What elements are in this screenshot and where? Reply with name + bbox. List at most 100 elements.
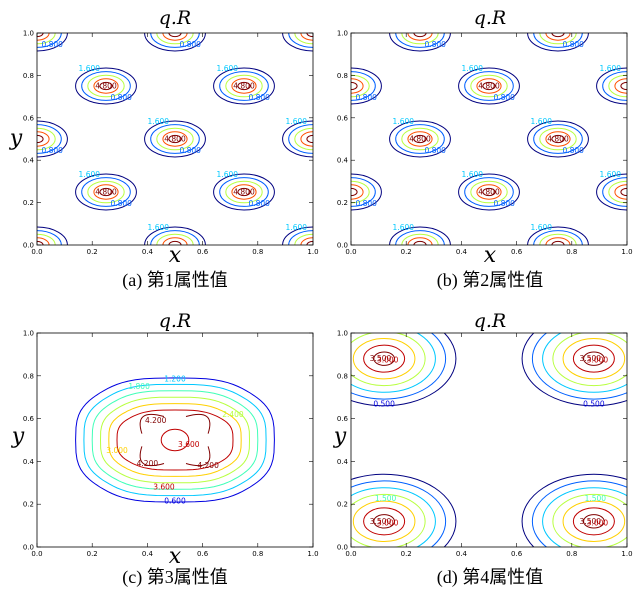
- contour-line: [470, 74, 508, 98]
- contour-line: [620, 187, 627, 197]
- contour-line: [351, 333, 447, 400]
- contour-label: 0.800: [248, 199, 270, 208]
- contour-label: 1.600: [462, 64, 484, 73]
- contour-label: 0.800: [493, 199, 515, 208]
- contour-line: [363, 507, 406, 536]
- contour-label: 1.600: [148, 117, 170, 126]
- contour-line: [608, 74, 627, 98]
- contour-line: [150, 33, 200, 48]
- x-tick-label: 0.0: [31, 248, 42, 256]
- y-tick-label: 0.6: [337, 415, 349, 423]
- panel-c: q.R y (c) 第3属性值 0.600 1.200 1.800 2.400 3.00…: [11, 310, 319, 588]
- contour-label: 0.800: [355, 199, 377, 208]
- x-tick-label: 0.6: [511, 550, 523, 558]
- contour-label: 0.800: [179, 40, 201, 49]
- contour-line: [464, 71, 514, 101]
- y-tick-label: 0.2: [23, 501, 34, 509]
- contour-label: 0.800: [493, 93, 515, 102]
- contour-line: [219, 177, 269, 207]
- y-tick-label: 0.4: [337, 157, 349, 165]
- contour-line: [542, 487, 627, 547]
- y-tick-label: 1.0: [23, 30, 34, 38]
- contour-label: 0.800: [41, 146, 63, 155]
- contour-line: [351, 473, 457, 547]
- contour-line: [150, 230, 200, 245]
- panel-a: q.R y x (a) 第1属性值 1.600 0.800 4.800 1.600 0.…: [9, 7, 319, 291]
- y-tick-label: 1.0: [337, 330, 348, 338]
- contour-line: [219, 71, 269, 101]
- contour-line: [231, 78, 257, 94]
- contour-line: [99, 187, 113, 197]
- contour-line: [389, 120, 451, 158]
- contour-line: [389, 226, 451, 245]
- contour-label: 1.600: [600, 170, 622, 179]
- contour-line: [608, 180, 627, 204]
- contour-lines: 0.5003.5003.0000.5003.5003.0001.5003.500…: [351, 333, 627, 547]
- contour-line: [75, 173, 137, 211]
- contour-line: [531, 333, 627, 400]
- panel-a-title: q.R: [159, 7, 192, 29]
- contour-line: [552, 333, 627, 387]
- contour-label: 3.000: [377, 356, 399, 365]
- contour-line: [231, 184, 257, 200]
- x-tick-label: 0.8: [566, 550, 577, 558]
- axes-frame: [350, 332, 628, 548]
- x-tick-label: 1.0: [307, 248, 318, 256]
- contour-label: 1.600: [217, 64, 239, 73]
- y-tick-label: 0.8: [23, 72, 34, 80]
- contour-line: [144, 226, 206, 245]
- contour-line: [237, 81, 251, 91]
- panel-d-caption: (d) 第4属性值: [437, 567, 544, 588]
- x-tick-label: 1.0: [307, 550, 318, 558]
- contour-line: [476, 78, 502, 94]
- y-tick-label: 0.4: [23, 458, 35, 466]
- contour-label: 3.000: [587, 356, 609, 365]
- contour-line: [87, 74, 125, 98]
- contour-line: [352, 500, 416, 543]
- contour-line: [139, 446, 165, 467]
- panel-c-caption: (c) 第3属性值: [122, 567, 227, 588]
- contour-line: [162, 33, 188, 41]
- contour-line: [351, 493, 426, 547]
- contour-line: [116, 409, 234, 471]
- panel-c-title: q.R: [159, 310, 192, 332]
- contour-line: [81, 71, 131, 101]
- contour-line: [225, 180, 263, 204]
- axes-frame: [36, 332, 314, 548]
- contour-label: 3.000: [587, 518, 609, 527]
- panel-d-ylabel: y: [333, 424, 347, 449]
- contour-line: [395, 230, 445, 245]
- x-tick-label: 0.4: [456, 550, 468, 558]
- contour-line: [539, 127, 577, 151]
- contour-line: [37, 124, 62, 154]
- axes-frame: [36, 32, 314, 246]
- x-tick-label: 0.0: [31, 550, 42, 558]
- contour-label: 1.600: [393, 117, 415, 126]
- contour-line: [476, 184, 502, 200]
- panel-b: q.R x (b) 第2属性值 1.6000.8004.8001.6000.80…: [337, 7, 633, 291]
- contour-label: 0.800: [110, 93, 132, 102]
- panel-a-ylabel: y: [9, 126, 23, 151]
- contour-label: 2.400: [222, 410, 244, 419]
- contour-line: [545, 131, 571, 147]
- contour-label: 0.500: [373, 399, 395, 408]
- contour-label: 1.800: [128, 382, 150, 391]
- contour-line: [413, 134, 427, 144]
- contour-label: 4.800: [547, 135, 569, 144]
- contour-line: [551, 33, 565, 38]
- contour-line: [351, 81, 358, 91]
- contour-line: [352, 337, 416, 380]
- panel-a-xlabel: x: [169, 243, 182, 268]
- contour-line: [572, 344, 615, 373]
- contour-line: [81, 177, 131, 207]
- x-tick-label: 0.8: [252, 550, 263, 558]
- panel-b-title: q.R: [474, 7, 507, 29]
- contour-line: [614, 78, 627, 94]
- contour-label: 4.800: [478, 82, 500, 91]
- x-tick-label: 0.8: [252, 248, 263, 256]
- contour-line: [351, 78, 364, 94]
- contour-line: [351, 333, 436, 393]
- contour-line: [527, 226, 589, 245]
- x-tick-label: 0.6: [197, 550, 209, 558]
- contour-line: [213, 67, 275, 105]
